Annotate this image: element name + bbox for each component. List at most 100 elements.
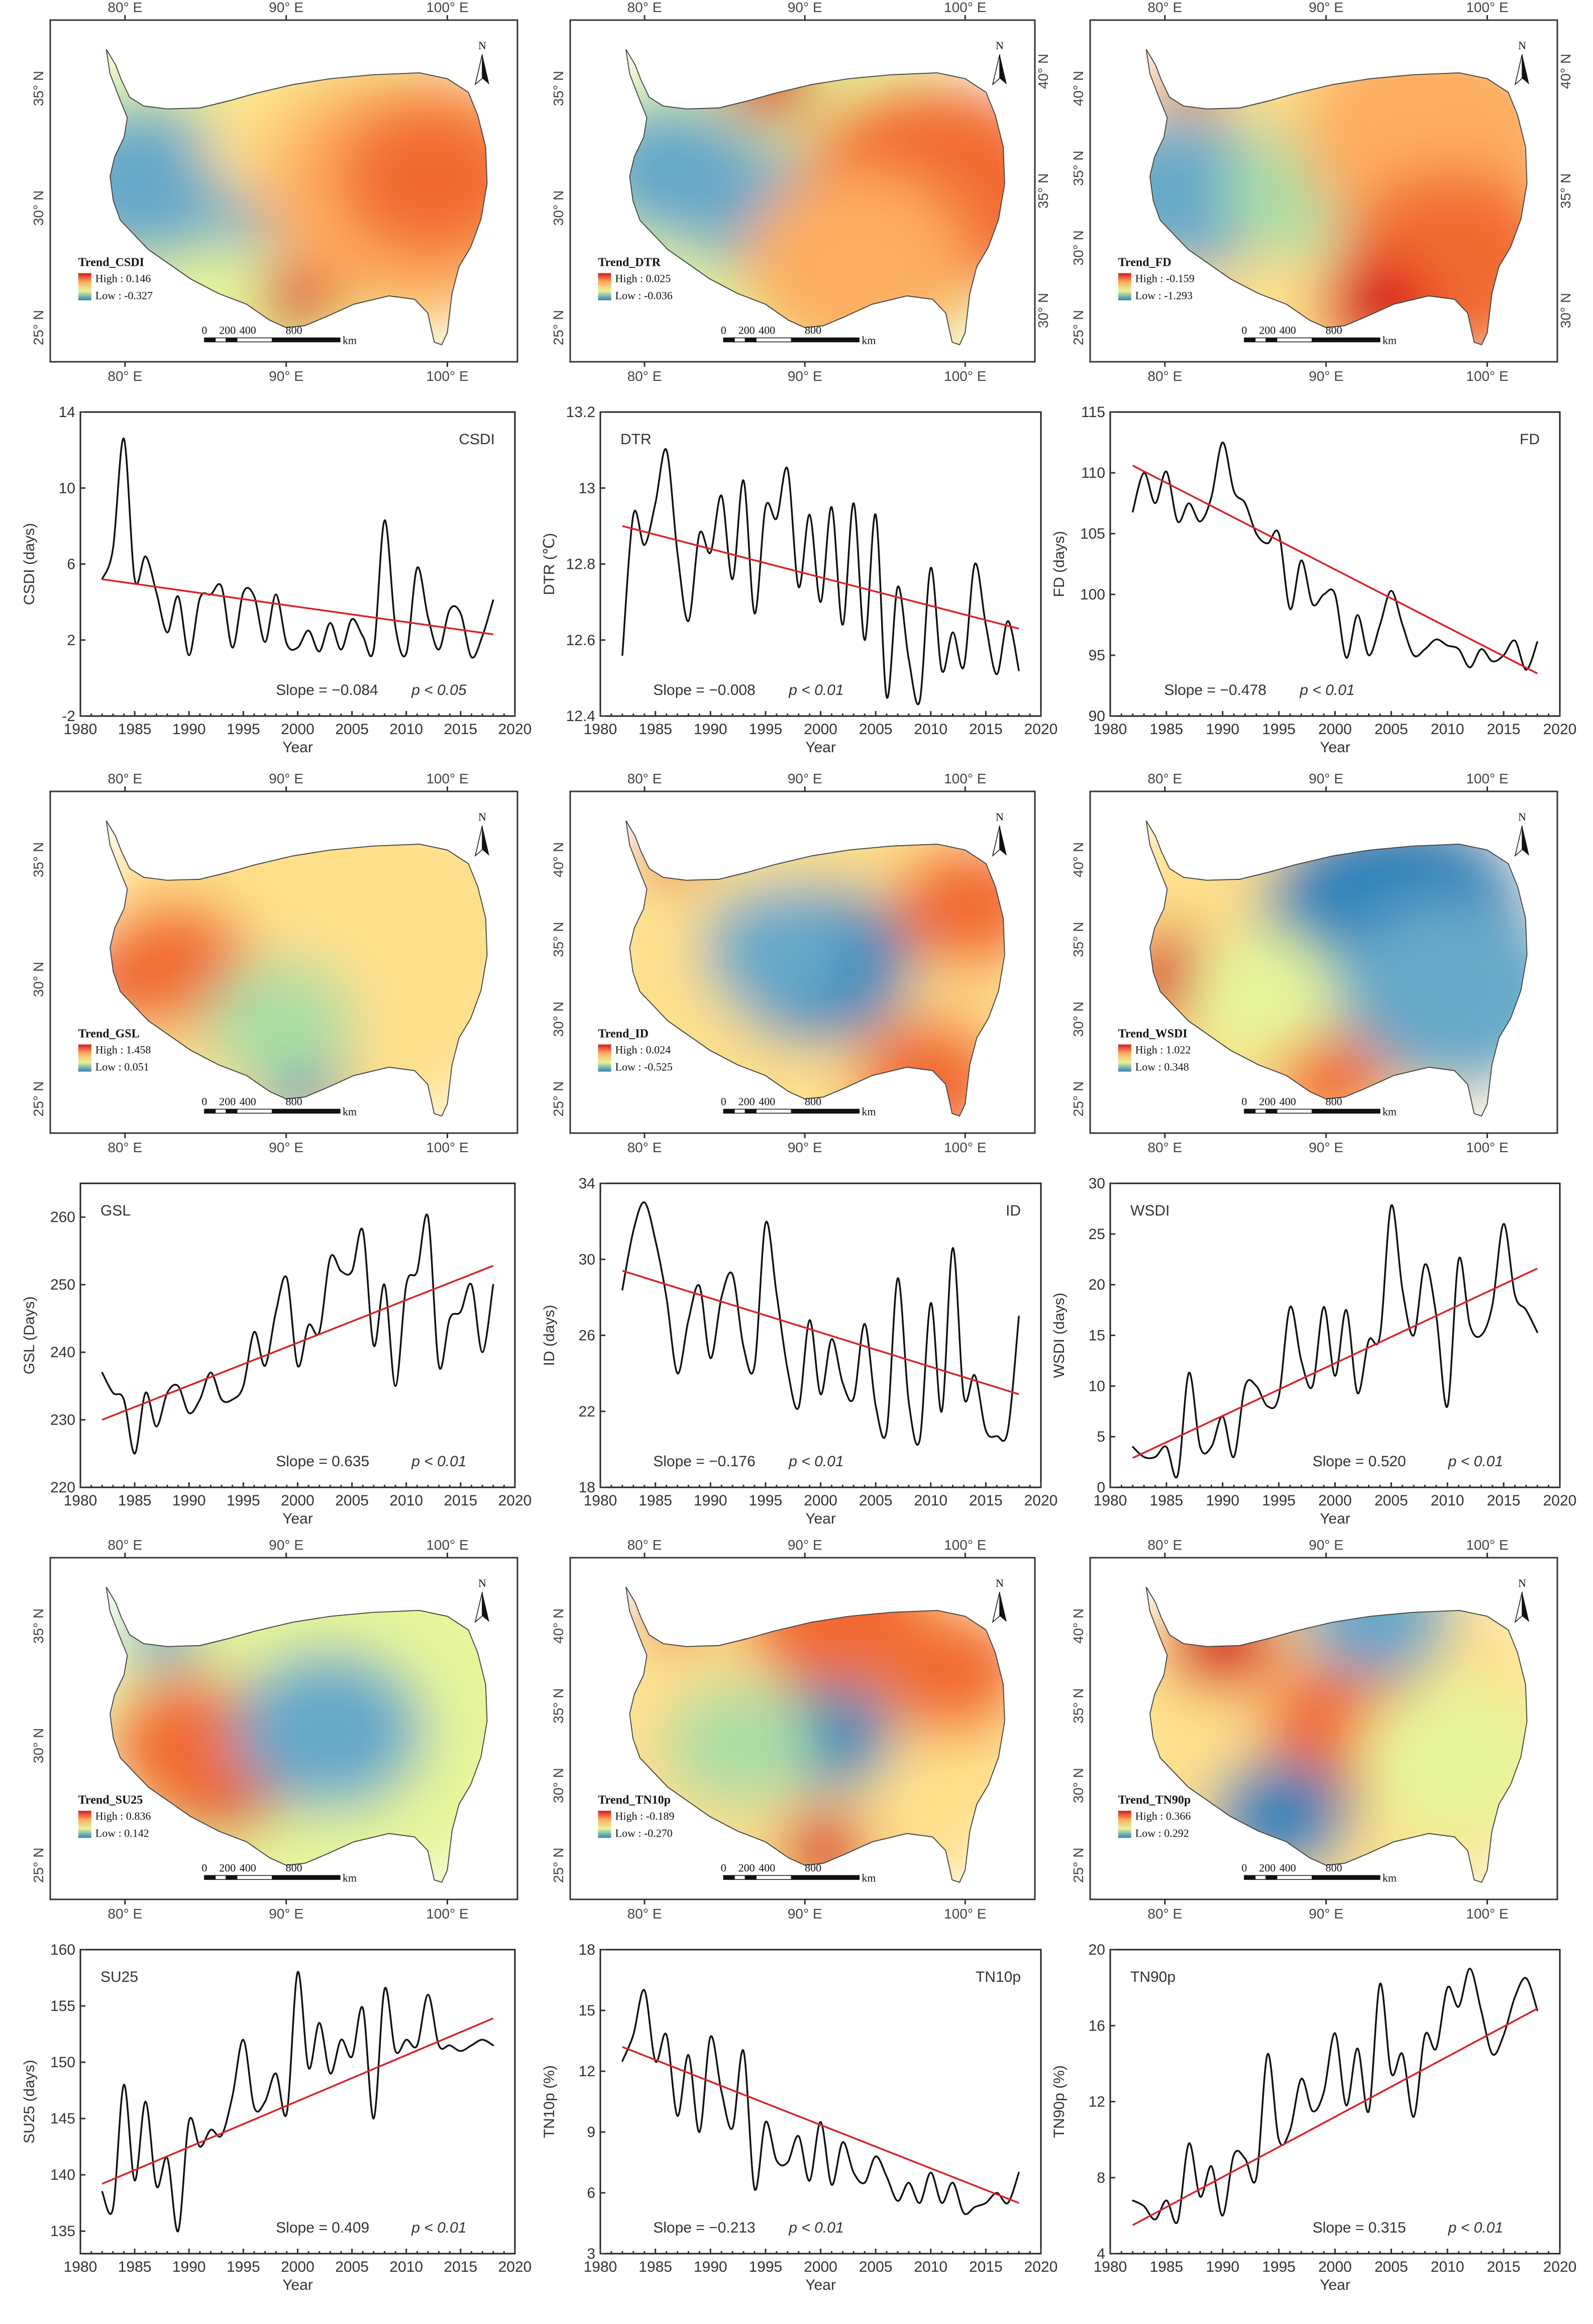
series-line [621, 1989, 1020, 2215]
x-tick-label: 2000 [1318, 721, 1352, 738]
data-point [809, 514, 811, 516]
data-point [963, 666, 965, 668]
trend-blob [106, 101, 241, 261]
data-point [1536, 641, 1538, 643]
north-arrow-icon [1522, 54, 1529, 84]
y-tick-label: 110 [1081, 465, 1105, 481]
x-tick-label: 1985 [639, 1492, 672, 1509]
data-point [112, 2207, 114, 2209]
scale-bar-segment [272, 337, 341, 343]
chart-title: CSDI [459, 431, 495, 448]
data-point [101, 2191, 103, 2193]
lon-label-bottom: 90° E [269, 368, 303, 384]
data-point [941, 2202, 943, 2204]
scale-bar-segment [1265, 1108, 1278, 1114]
legend-color-bar [598, 1810, 611, 1838]
data-point [841, 624, 843, 626]
north-arrow-icon [474, 1591, 483, 1624]
lon-label-bottom: 100° E [944, 368, 986, 384]
data-point [1132, 511, 1134, 513]
x-tick-label: 1990 [1206, 1492, 1239, 1509]
data-point [731, 578, 733, 580]
lat-label-right: 35° N [1035, 173, 1051, 209]
lon-label-top: 90° E [1309, 1537, 1343, 1553]
data-point [1266, 2053, 1268, 2055]
y-tick-label: 13 [579, 480, 595, 496]
data-point [952, 1247, 954, 1249]
data-point [177, 1385, 179, 1387]
data-point [974, 2206, 976, 2208]
series-line [621, 1201, 1020, 1446]
y-tick-label: 20 [1089, 1277, 1105, 1293]
data-point [362, 635, 364, 637]
data-point [1007, 2202, 1009, 2204]
scale-label: 0 [721, 1095, 726, 1107]
data-point [952, 2182, 954, 2184]
scale-label: 400 [759, 1095, 775, 1107]
data-point [886, 1430, 888, 1432]
y-tick-label: 135 [50, 2223, 75, 2240]
lon-label-top: 80° E [1147, 771, 1182, 786]
north-arrow-icon [992, 1591, 1000, 1624]
map-tn90p: 80° E 80° E 90° E 90° E 100° E 100° E 40° N 35°… [1071, 1537, 1558, 1922]
y-tick-label: 12.4 [566, 708, 595, 725]
lat-label-right: 35° N [1558, 173, 1573, 209]
scale-bar-segment [236, 1108, 273, 1114]
scale-label: 0 [201, 1861, 207, 1874]
y-tick-label: 26 [579, 1328, 595, 1344]
charts-layer: 1980 1985 1990 1995 2000 2005 2010 2015 2020-226… [21, 404, 1576, 2293]
lat-label-left: 30° N [551, 190, 566, 226]
data-point [394, 1385, 396, 1387]
x-tick-label: 1990 [172, 1492, 206, 1509]
data-point [210, 1371, 211, 1373]
chart-dtr: 1980 1985 1990 1995 2000 2005 2010 2015 2020 12.4… [541, 404, 1057, 756]
x-tick-label: 1980 [584, 1492, 617, 1509]
y-tick-label: 12 [579, 2063, 595, 2080]
x-tick-label: 2000 [1318, 1492, 1352, 1509]
data-point [621, 2060, 623, 2062]
data-point [941, 669, 943, 671]
x-tick-label: 2020 [1543, 721, 1577, 738]
x-tick-label: 1990 [694, 2259, 727, 2275]
x-tick-label: 2020 [1024, 2259, 1058, 2275]
data-point [188, 2120, 190, 2122]
trend-blob [1146, 113, 1281, 273]
data-point [1402, 624, 1404, 626]
data-point [687, 1319, 689, 1321]
x-tick-label: 1995 [227, 2259, 260, 2275]
x-tick-label: 1985 [1150, 2259, 1184, 2275]
x-tick-label: 2020 [498, 1492, 532, 1509]
data-point [1446, 1987, 1448, 1989]
x-tick-label: 2005 [859, 721, 893, 738]
lat-label-left: 30° N [31, 190, 46, 226]
legend-high: High : 0.146 [95, 272, 151, 285]
data-point [492, 1284, 494, 1286]
scale-bar-segment [791, 1875, 860, 1880]
x-tick-label: 2000 [804, 1492, 837, 1509]
scale-bar-segment [734, 1875, 746, 1880]
data-point [864, 2182, 866, 2184]
data-point [242, 2039, 244, 2041]
lat-label-left: 40° N [551, 1608, 566, 1644]
chart-su25: 1980 1985 1990 1995 2000 2005 2010 2015 2020 135 1… [21, 1942, 532, 2293]
x-axis-label: Year [805, 739, 836, 756]
y-tick-label: 30 [1089, 1175, 1105, 1192]
data-point [809, 2180, 811, 2182]
legend-color-bar [1118, 273, 1131, 300]
data-point [698, 533, 700, 535]
data-point [897, 1277, 899, 1279]
lon-label-top: 100° E [1466, 0, 1508, 15]
lon-label-bottom: 90° E [1309, 1906, 1343, 1922]
y-tick-label: 25 [1089, 1226, 1105, 1243]
lat-label-right: 30° N [1035, 293, 1051, 328]
y-axis-label: SU25 (days) [21, 2060, 38, 2144]
data-point [264, 641, 266, 643]
data-point [449, 1318, 451, 1320]
x-tick-label: 1995 [749, 1492, 783, 1509]
legend-title: Trend_GSL [78, 1028, 140, 1041]
scale-bar-segment [1244, 1108, 1256, 1114]
plot-frame [1109, 1949, 1561, 2255]
scale-label: 400 [759, 1861, 775, 1874]
data-point [1143, 2205, 1145, 2207]
legend-color-bar [1118, 1810, 1131, 1838]
